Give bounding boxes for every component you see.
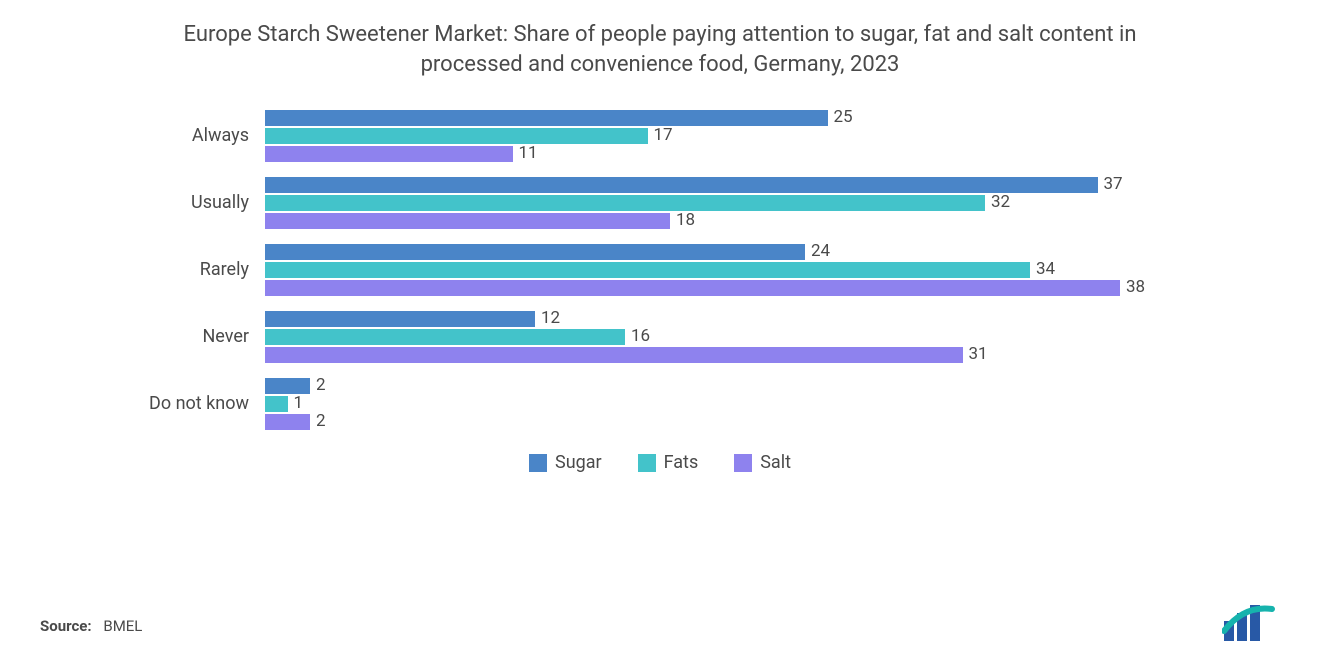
bar-value: 37	[1104, 176, 1123, 193]
bar-row: 18	[265, 212, 1195, 229]
category-label: Do not know	[125, 377, 265, 413]
chart-title: Europe Starch Sweetener Market: Share of…	[150, 20, 1170, 79]
bar	[265, 378, 310, 394]
bar-value: 2	[316, 413, 326, 430]
bar-row: 17	[265, 127, 1195, 144]
legend-label: Salt	[760, 452, 791, 473]
bars-column: 212	[265, 377, 1195, 430]
bar-value: 17	[654, 127, 673, 144]
bar-value: 25	[834, 109, 853, 126]
bar-row: 34	[265, 261, 1195, 278]
legend-swatch	[734, 454, 752, 472]
bar	[265, 128, 648, 144]
source-attribution: Source: BMEL	[40, 617, 142, 635]
category-label: Never	[125, 310, 265, 346]
bars-column: 37 32 18	[265, 176, 1195, 229]
bar	[265, 110, 828, 126]
bar-row: 2	[265, 413, 1195, 430]
bar-row: 1	[265, 395, 1195, 412]
bar	[265, 262, 1030, 278]
brand-logo	[1222, 601, 1280, 643]
legend-swatch	[638, 454, 656, 472]
legend-item: Salt	[734, 452, 791, 473]
bar	[265, 177, 1098, 193]
legend-item: Sugar	[529, 452, 602, 473]
bar-row: 38	[265, 279, 1195, 296]
bar-row: 24	[265, 243, 1195, 260]
source-prefix: Source:	[40, 617, 92, 635]
bars-column: 12 16 31	[265, 310, 1195, 363]
category-group: Do not know212	[125, 377, 1195, 430]
bar	[265, 280, 1120, 296]
bar-value: 38	[1126, 279, 1145, 296]
bar-value: 12	[541, 310, 560, 327]
bar	[265, 396, 288, 412]
legend-swatch	[529, 454, 547, 472]
bar-row: 11	[265, 145, 1195, 162]
bar	[265, 146, 513, 162]
bar-row: 32	[265, 194, 1195, 211]
bar-row: 16	[265, 328, 1195, 345]
category-label: Always	[125, 109, 265, 145]
category-group: Never 12 16 31	[125, 310, 1195, 363]
legend-label: Sugar	[555, 452, 602, 473]
bar	[265, 414, 310, 430]
legend-item: Fats	[638, 452, 699, 473]
category-label: Rarely	[125, 243, 265, 279]
bar-value: 34	[1036, 261, 1055, 278]
bar-row: 31	[265, 346, 1195, 363]
bar-value: 31	[969, 346, 988, 363]
bar-value: 24	[811, 243, 830, 260]
bar-value: 2	[316, 377, 326, 394]
bars-column: 24 34 38	[265, 243, 1195, 296]
category-group: Rarely 24 34 38	[125, 243, 1195, 296]
category-group: Usually 37 32 18	[125, 176, 1195, 229]
category-group: Always 25 17 11	[125, 109, 1195, 162]
bar-value: 18	[676, 212, 695, 229]
bar-value: 1	[294, 395, 304, 412]
bar-row: 25	[265, 109, 1195, 126]
bars-column: 25 17 11	[265, 109, 1195, 162]
bar-value: 11	[519, 145, 538, 162]
bar	[265, 244, 805, 260]
bar	[265, 329, 625, 345]
legend: Sugar Fats Salt	[40, 452, 1280, 473]
bar-value: 16	[631, 328, 650, 345]
bar	[265, 347, 963, 363]
category-label: Usually	[125, 176, 265, 212]
bar	[265, 213, 670, 229]
bar	[265, 195, 985, 211]
bar	[265, 311, 535, 327]
bar-value: 32	[991, 194, 1010, 211]
bar-row: 12	[265, 310, 1195, 327]
bar-row: 2	[265, 377, 1195, 394]
source-text: BMEL	[103, 617, 142, 635]
legend-label: Fats	[664, 452, 699, 473]
bar-row: 37	[265, 176, 1195, 193]
chart-plot: Always 25 17 11 Usually 37 32 18 Rarely 24 34 38 Nev…	[125, 109, 1195, 430]
